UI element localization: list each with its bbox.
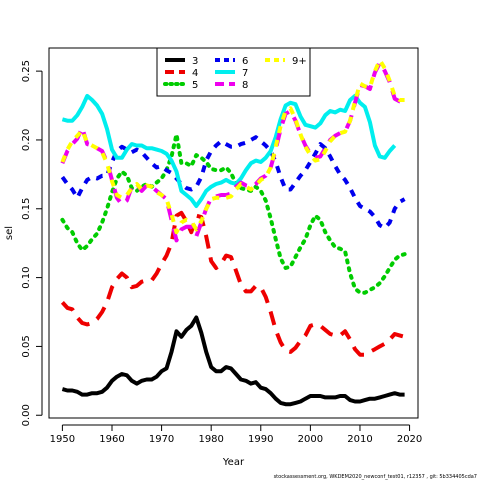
y-tick-label-5: 0.25: [21, 60, 32, 82]
x-tick-label-1960: 1960: [99, 434, 124, 445]
series-line-4: [60, 210, 406, 357]
series-line-8: [60, 60, 405, 243]
series-line-3: [61, 315, 405, 407]
x-tick-label-1980: 1980: [198, 434, 223, 445]
y-tick-label-3: 0.15: [21, 198, 32, 220]
y-tick-label-0: 0.00: [21, 404, 32, 426]
x-tick-label-1990: 1990: [248, 434, 273, 445]
series-line-5: [60, 132, 407, 295]
series-line-9plus: [60, 58, 405, 235]
legend-label-6: 6: [242, 56, 248, 67]
legend-label-9plus: 9+: [292, 56, 307, 67]
y-axis-label: sel: [4, 226, 15, 240]
legend-label-8: 8: [242, 80, 248, 91]
x-tick-label-1970: 1970: [149, 434, 174, 445]
legend-label-5: 5: [192, 80, 198, 91]
y-tick-label-4: 0.20: [21, 129, 32, 151]
legend-label-3: 3: [192, 56, 198, 67]
series-layer: [60, 58, 407, 407]
legend-label-7: 7: [242, 68, 248, 79]
series-line-7: [61, 93, 397, 208]
y-axis: 0.00 0.05 0.10 0.15 0.20 0.25: [21, 60, 43, 426]
x-axis: 1950 1960 1970 1980 1990 2000 2010 2020: [50, 424, 422, 445]
legend: 345 678 9+: [156, 47, 311, 97]
x-tick-label-2000: 2000: [298, 434, 323, 445]
x-tick-label-2010: 2010: [347, 434, 372, 445]
x-axis-label: Year: [222, 457, 245, 468]
y-tick-label-2: 0.10: [21, 266, 32, 288]
footer-text: stockassessment.org, WKDEM2020_newconf_t…: [274, 474, 477, 480]
legend-label-4: 4: [192, 68, 198, 79]
y-tick-label-1: 0.05: [21, 335, 32, 357]
x-tick-label-1950: 1950: [50, 434, 75, 445]
x-tick-label-2020: 2020: [397, 434, 422, 445]
